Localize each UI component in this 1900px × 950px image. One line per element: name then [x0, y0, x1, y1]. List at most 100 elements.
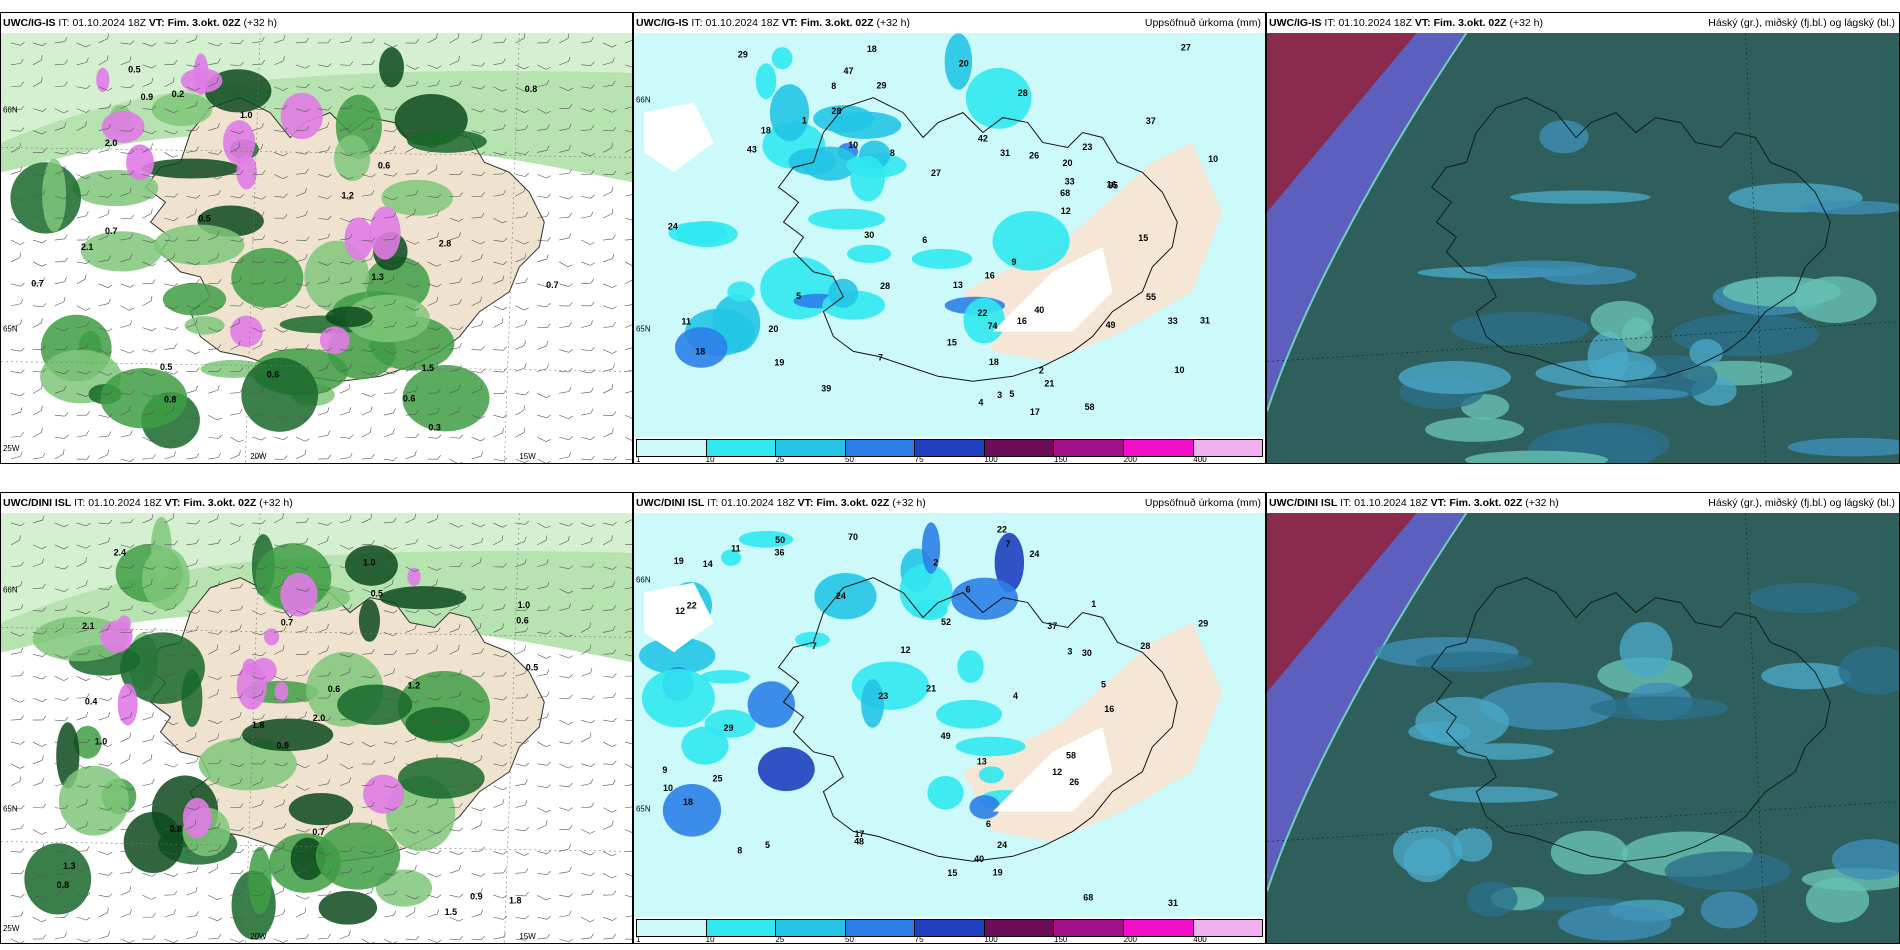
wind-barb [405, 588, 420, 594]
wind-barb [581, 604, 594, 611]
wind-barb [317, 106, 332, 111]
wind-barb [230, 712, 242, 721]
wind-barb [515, 868, 529, 874]
wind-barb [120, 886, 132, 896]
wind-barb [383, 81, 397, 88]
wind-barb [252, 566, 266, 570]
wind-barb [164, 130, 179, 135]
wind-barb [449, 782, 464, 787]
wind-barb [98, 86, 113, 91]
wind-barb [339, 763, 354, 770]
precip-map[interactable]: 23 22 24 18 19 29 12 17 21 37 50 19 24 15 8 7 6 11 31 68 70 4… [634, 513, 1265, 917]
wind-barb [120, 868, 134, 874]
wind-barb [230, 436, 244, 443]
precip-value-label: 0.7 [31, 278, 43, 288]
wind-barb [32, 675, 47, 680]
wind-barb [427, 696, 442, 701]
wind-barb [361, 38, 375, 44]
wind-barb [208, 98, 219, 109]
wind-barb [230, 583, 244, 589]
wind-barb [76, 763, 91, 769]
wind-barb [405, 80, 419, 88]
axis-label: 20W [250, 452, 267, 461]
precip-value-label: 16 [1107, 180, 1117, 190]
wind-barb [164, 513, 175, 524]
colorbar-tick-label: 25 [775, 455, 785, 464]
wind-map[interactable]: 0.5 0.9 0.6 1.0 0.8 0.7 1.2 1.5 0.9 2.1 1.8 1.3 0.6 0… [1, 513, 632, 943]
wind-barb [142, 851, 157, 856]
wind-barb [274, 799, 286, 808]
wind-barb [317, 233, 331, 241]
wind-barb [252, 845, 265, 852]
wind-barb [76, 393, 91, 397]
colorbar-tick-label: 1 [636, 935, 641, 944]
wind-barb [603, 890, 617, 896]
wind-barb [624, 518, 632, 524]
wind-barb [449, 544, 464, 549]
wind-barb [361, 801, 375, 808]
wind-barb [537, 108, 551, 114]
wind-barb [493, 457, 508, 462]
precip-value-label: 20 [768, 324, 778, 334]
wind-barb [142, 239, 157, 244]
wind-barb [559, 588, 573, 594]
wind-barb [515, 762, 530, 767]
wind-barb [98, 519, 113, 525]
wind-barb [361, 145, 374, 153]
precip-value-label: 0.6 [403, 394, 415, 404]
cloud-map[interactable] [1267, 33, 1899, 463]
wind-barb [493, 414, 508, 418]
precip-value-label: 18 [683, 797, 693, 807]
wind-barb [471, 108, 486, 113]
wind-barb [208, 122, 220, 131]
wind-barb [624, 719, 632, 722]
precip-value-label: 21 [1044, 378, 1054, 388]
wind-map[interactable]: 0.5 0.3 0.2 0.8 0.7 0.6 1.0 0.9 1.2 2.1 1.5 0.5 0.6 0… [1, 33, 632, 463]
wind-barb [405, 675, 420, 681]
wind-barb [54, 544, 69, 550]
wind-barb [317, 407, 330, 416]
precip-value-label: 10 [848, 140, 858, 150]
wind-barb [98, 231, 110, 241]
wind-barb [295, 610, 310, 615]
wind-barb [98, 907, 109, 918]
wind-barb [515, 405, 525, 416]
wind-barb [98, 537, 111, 546]
wind-barb [317, 362, 329, 372]
wind-barb [581, 408, 594, 416]
precip-value-label: 24 [1029, 549, 1039, 559]
precip-value-label: 13 [953, 280, 963, 290]
wind-barb [295, 305, 310, 309]
wind-barb [230, 889, 244, 896]
wind-barb [624, 894, 632, 899]
colorbar-swatch [1054, 920, 1124, 936]
cloud-map[interactable] [1267, 513, 1899, 943]
wind-barb [471, 715, 485, 721]
wind-barb [208, 216, 223, 221]
wind-barb [339, 564, 354, 569]
wind-barb [76, 675, 91, 681]
wind-barb [317, 122, 330, 131]
wind-barb [230, 387, 244, 394]
wind-barb [295, 907, 307, 918]
colorbar-tick-label: 75 [914, 935, 924, 944]
wind-barb [383, 234, 397, 241]
wind-barb [602, 916, 617, 921]
wind-barb [274, 697, 288, 703]
wind-barb [54, 758, 68, 765]
wind-barb [142, 754, 153, 765]
wind-barb [208, 933, 222, 940]
wind-barb [230, 259, 244, 264]
wind-barb [383, 321, 397, 328]
wind-barb [295, 64, 310, 69]
precip-map[interactable]: 22 18 29 30 28 27 11 18 21 31 10 8 7 16 20 33 74 19 5 13 29 4… [634, 33, 1265, 437]
wind-barb [295, 763, 310, 769]
wind-barb [581, 194, 595, 199]
wind-barb [603, 411, 617, 416]
wind-barb [208, 581, 220, 589]
wind-barb [515, 716, 529, 721]
wind-barb [230, 340, 241, 350]
wind-barb [142, 105, 157, 110]
wind-barb [624, 806, 632, 808]
wind-barb [54, 434, 69, 439]
